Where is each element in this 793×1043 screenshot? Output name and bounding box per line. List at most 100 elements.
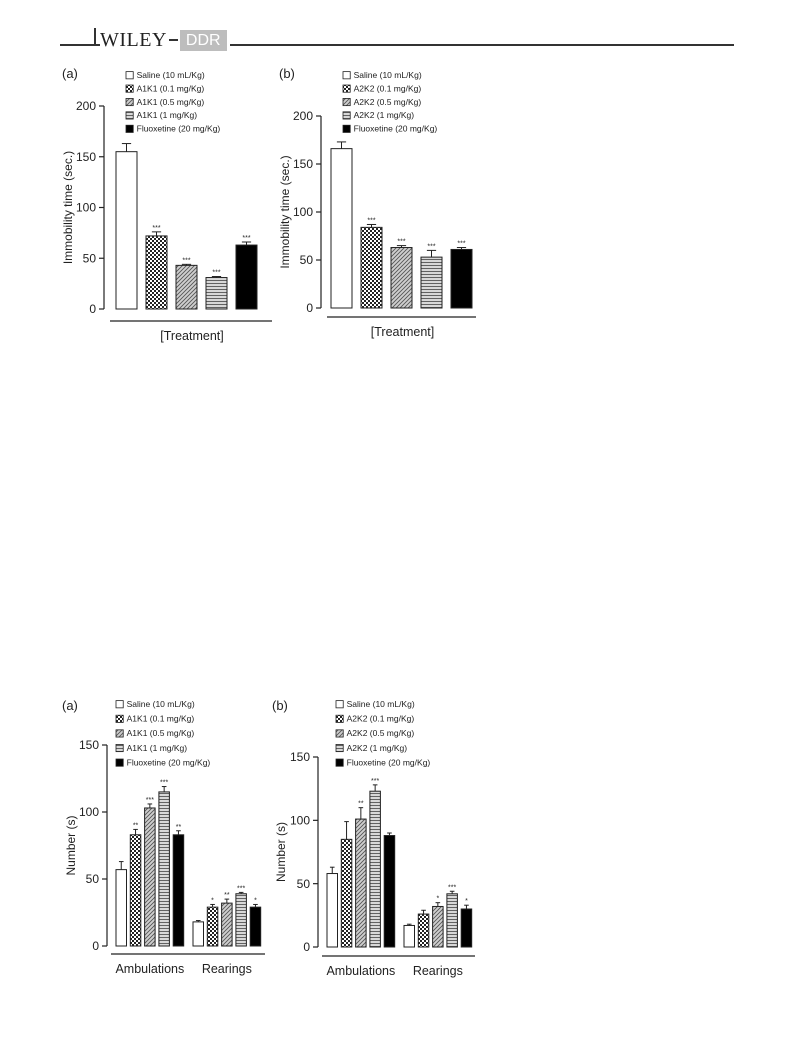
panel-label: (b) bbox=[272, 698, 288, 713]
significance-mark: *** bbox=[397, 239, 405, 246]
legend-item: Saline (10 mL/Kg) bbox=[335, 699, 415, 709]
significance-mark: *** bbox=[371, 778, 379, 785]
significance-mark: * bbox=[211, 897, 214, 904]
x-group-label: Rearings bbox=[413, 964, 463, 978]
legend-swatch bbox=[342, 111, 351, 120]
legend-item: A2K2 (1 mg/Kg) bbox=[335, 743, 408, 753]
panel-label: (a) bbox=[62, 66, 78, 81]
legend-swatch bbox=[342, 71, 351, 80]
significance-mark: *** bbox=[237, 885, 245, 892]
y-tick-label: 50 bbox=[83, 251, 97, 265]
x-group-label: Rearings bbox=[202, 962, 252, 976]
legend-item: Saline (10 mL/Kg) bbox=[115, 699, 195, 709]
bar bbox=[326, 873, 338, 948]
y-axis-label: Number (s) bbox=[64, 815, 78, 875]
bar bbox=[383, 835, 396, 948]
legend-swatch bbox=[115, 744, 124, 753]
panel-label: (a) bbox=[62, 698, 78, 713]
y-axis-label: Immobility time (sec.) bbox=[278, 155, 292, 268]
legend-item: A1K1 (0.1 mg/Kg) bbox=[125, 83, 205, 93]
legend-swatch bbox=[115, 729, 124, 738]
legend-swatch bbox=[125, 84, 134, 93]
x-axis-label: [Treatment] bbox=[160, 329, 223, 343]
legend-swatch bbox=[342, 84, 351, 93]
y-axis-label: Number (s) bbox=[274, 822, 288, 882]
x-group-label: Ambulations bbox=[115, 962, 184, 976]
brand-separator bbox=[168, 39, 178, 41]
significance-mark: *** bbox=[152, 225, 160, 232]
significance-mark: ** bbox=[224, 892, 230, 899]
significance-mark: * bbox=[254, 897, 257, 904]
legend-label: A2K2 (1 mg/Kg) bbox=[354, 110, 415, 120]
legend-label: Fluoxetine (20 mg/Kg) bbox=[137, 124, 221, 134]
journal-badge: DDR bbox=[179, 29, 227, 51]
legend-item: A1K1 (0.1 mg/Kg) bbox=[115, 714, 195, 724]
y-tick-label: 150 bbox=[79, 738, 99, 752]
legend-item: A1K1 (0.5 mg/Kg) bbox=[115, 728, 195, 738]
legend-swatch bbox=[115, 714, 124, 723]
bar bbox=[403, 924, 415, 948]
y-tick-label: 50 bbox=[297, 877, 311, 891]
significance-mark: *** bbox=[427, 243, 435, 250]
y-axis-label: Immobility time (sec.) bbox=[61, 151, 75, 264]
legend-label: Fluoxetine (20 mg/Kg) bbox=[347, 757, 431, 767]
legend-item: A2K2 (0.5 mg/Kg) bbox=[342, 97, 421, 107]
legend-item: Fluoxetine (20 mg/Kg) bbox=[335, 757, 431, 767]
y-tick-label: 200 bbox=[76, 99, 96, 113]
y-tick-label: 150 bbox=[76, 150, 96, 164]
y-tick-label: 50 bbox=[300, 253, 314, 267]
legend-item: Fluoxetine (20 mg/Kg) bbox=[115, 757, 210, 767]
bar bbox=[417, 913, 430, 948]
y-tick-label: 150 bbox=[293, 157, 313, 171]
y-tick-label: 200 bbox=[293, 109, 313, 123]
significance-mark: *** bbox=[160, 780, 168, 787]
bar bbox=[369, 790, 381, 948]
legend-swatch bbox=[342, 124, 351, 133]
significance-mark: * bbox=[465, 898, 468, 905]
legend-swatch bbox=[125, 111, 134, 120]
legend-item: Fluoxetine (20 mg/Kg) bbox=[342, 124, 438, 134]
legend-item: A2K2 (0.1 mg/Kg) bbox=[342, 83, 421, 93]
legend-swatch bbox=[125, 124, 134, 133]
legend-label: Saline (10 mL/Kg) bbox=[354, 70, 422, 80]
significance-mark: *** bbox=[182, 257, 190, 264]
legend-label: A2K2 (1 mg/Kg) bbox=[347, 743, 408, 753]
y-tick-label: 0 bbox=[306, 301, 313, 315]
legend-item: Fluoxetine (20 mg/Kg) bbox=[125, 124, 221, 134]
significance-mark: *** bbox=[242, 235, 250, 242]
legend-item: A2K2 (1 mg/Kg) bbox=[342, 110, 415, 120]
legend-label: Fluoxetine (20 mg/Kg) bbox=[354, 124, 438, 134]
header-tick bbox=[94, 28, 96, 45]
header-rule bbox=[60, 44, 734, 46]
significance-mark: ** bbox=[176, 824, 182, 831]
legend-swatch bbox=[335, 714, 344, 723]
y-tick-label: 50 bbox=[86, 872, 100, 886]
significance-mark: *** bbox=[448, 884, 456, 891]
y-tick-label: 0 bbox=[89, 302, 96, 316]
legend-label: A1K1 (1 mg/Kg) bbox=[127, 743, 188, 753]
significance-mark: *** bbox=[146, 797, 154, 804]
legend-label: A1K1 (0.1 mg/Kg) bbox=[127, 714, 195, 724]
publisher-logo: WILEY bbox=[100, 28, 167, 51]
legend-item: A2K2 (0.5 mg/Kg) bbox=[335, 728, 415, 738]
legend-swatch bbox=[335, 744, 344, 753]
legend-label: A2K2 (0.5 mg/Kg) bbox=[347, 728, 415, 738]
legend-item: Saline (10 mL/Kg) bbox=[342, 70, 422, 80]
significance-mark: *** bbox=[212, 270, 220, 277]
bar bbox=[355, 818, 367, 948]
x-group-label: Ambulations bbox=[326, 964, 395, 978]
legend-label: A1K1 (0.5 mg/Kg) bbox=[127, 728, 195, 738]
legend-label: A1K1 (0.1 mg/Kg) bbox=[137, 83, 205, 93]
y-tick-label: 100 bbox=[79, 805, 99, 819]
legend-label: Saline (10 mL/Kg) bbox=[137, 70, 205, 80]
significance-mark: *** bbox=[457, 241, 465, 248]
significance-mark: ** bbox=[358, 801, 364, 808]
bar bbox=[340, 838, 353, 948]
legend-label: A1K1 (0.5 mg/Kg) bbox=[137, 97, 205, 107]
legend-item: Saline (10 mL/Kg) bbox=[125, 70, 205, 80]
significance-mark: *** bbox=[367, 217, 375, 224]
legend-swatch bbox=[342, 98, 351, 107]
